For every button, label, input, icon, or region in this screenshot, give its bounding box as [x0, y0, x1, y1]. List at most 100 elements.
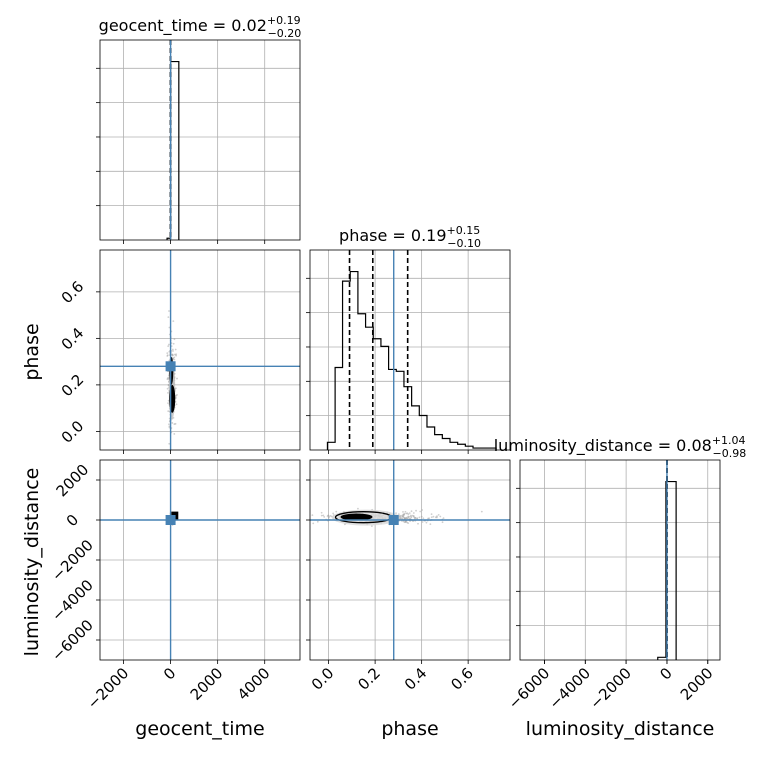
sample-point	[173, 358, 176, 361]
sample-point	[166, 387, 169, 390]
sample-point	[172, 350, 174, 352]
x-tick-label: −2000	[84, 664, 133, 713]
sample-point	[168, 343, 170, 346]
sample-point	[168, 326, 171, 329]
x-tick-label: 4000	[234, 664, 274, 704]
x-tick-label: 0.6	[447, 664, 477, 694]
sample-point	[428, 517, 431, 520]
panel-luminosity_distance-1d: luminosity_distance = 0.08+1.04 −0.98	[494, 434, 747, 664]
sample-point	[404, 517, 406, 520]
sample-point	[439, 515, 442, 518]
x-axis-label-luminosity-distance: luminosity_distance	[526, 718, 715, 740]
sample-point	[172, 320, 175, 323]
sample-point	[410, 515, 412, 518]
sample-point	[402, 514, 404, 517]
sample-point	[357, 507, 359, 510]
sample-point	[174, 348, 177, 351]
sample-point	[412, 512, 415, 514]
sample-point	[415, 509, 417, 512]
sample-point	[167, 402, 169, 405]
sample-point	[323, 516, 326, 518]
y-tick-label: 2000	[53, 461, 93, 501]
panel-title-luminosity_distance-1d: luminosity_distance = 0.08+1.04 −0.98	[494, 434, 747, 460]
x-tick-label: −4000	[546, 664, 595, 713]
truth-marker	[165, 515, 176, 525]
sample-point	[401, 517, 404, 520]
sample-point	[311, 514, 314, 517]
panel-phase-vs-luminosity_distance: 0.0 0.2 0.4 0.6	[306, 459, 511, 694]
y-axis-label-phase: phase	[21, 323, 43, 380]
sample-point	[174, 353, 176, 356]
sample-point	[419, 510, 422, 513]
sample-point	[402, 520, 405, 523]
sample-point	[174, 396, 177, 399]
plot-area	[310, 250, 510, 450]
sample-point	[370, 525, 373, 528]
y-tick-label: −4000	[48, 576, 97, 625]
sample-point	[432, 515, 435, 518]
axes-frame	[519, 459, 721, 661]
x-tick-label: 0	[160, 664, 179, 683]
sample-point	[173, 356, 176, 359]
sample-point	[168, 310, 170, 312]
sample-point	[166, 352, 169, 355]
sample-point	[417, 522, 419, 525]
sample-point	[395, 512, 397, 515]
sample-point	[173, 338, 176, 341]
sample-point	[416, 517, 419, 520]
y-tick-label: 0	[63, 511, 82, 530]
sample-point	[168, 442, 171, 445]
sample-point	[403, 512, 406, 515]
y-tick-label: 0.2	[58, 371, 88, 401]
sample-point	[173, 423, 176, 425]
sample-point	[399, 517, 402, 520]
sample-point	[335, 510, 338, 513]
sample-point	[171, 353, 174, 356]
sample-point	[329, 514, 332, 517]
density-contour-inner	[340, 513, 373, 521]
sample-point	[418, 516, 421, 519]
sample-point	[171, 422, 174, 424]
y-tick-label: 0.4	[58, 324, 88, 354]
sample-point	[414, 516, 417, 519]
panel-title-geocent_time-1d: geocent_time = 0.02+0.19 −0.20	[99, 14, 302, 40]
sample-point	[167, 316, 170, 319]
x-tick-label: 0.2	[354, 664, 384, 694]
axes-frame	[99, 39, 301, 241]
sample-point	[407, 522, 410, 525]
sample-point	[168, 425, 171, 428]
sample-point	[175, 354, 177, 357]
sample-point	[166, 355, 169, 357]
y-tick-label: −2000	[48, 536, 97, 585]
sample-point	[421, 521, 424, 523]
x-axis-label-phase: phase	[381, 718, 438, 740]
plot-area	[100, 40, 300, 240]
sample-point	[422, 517, 425, 520]
sample-point	[412, 515, 415, 517]
sample-point	[320, 511, 323, 514]
sample-point	[327, 514, 330, 517]
y-axis-label-luminosity-distance: luminosity_distance	[21, 468, 43, 657]
histogram-step	[657, 480, 677, 660]
sample-point	[404, 510, 407, 513]
sample-point	[404, 520, 407, 523]
sample-point	[176, 377, 178, 380]
sample-point	[408, 515, 411, 518]
plot-area	[100, 250, 300, 450]
x-axis-label-geocent-time: geocent_time	[135, 718, 264, 740]
truth-marker	[165, 361, 176, 372]
x-tick-label: 2000	[677, 664, 717, 704]
sample-point	[480, 510, 483, 513]
sample-point	[167, 391, 169, 394]
sample-point	[171, 348, 174, 351]
sample-point	[430, 513, 433, 516]
y-tick-label: 0.6	[58, 278, 88, 308]
sample-point	[441, 521, 444, 524]
sample-point	[171, 357, 174, 360]
axes-frame	[309, 249, 511, 451]
y-tick-label: −6000	[48, 616, 97, 665]
sample-point	[429, 523, 432, 526]
x-tick-label: 2000	[187, 664, 227, 704]
